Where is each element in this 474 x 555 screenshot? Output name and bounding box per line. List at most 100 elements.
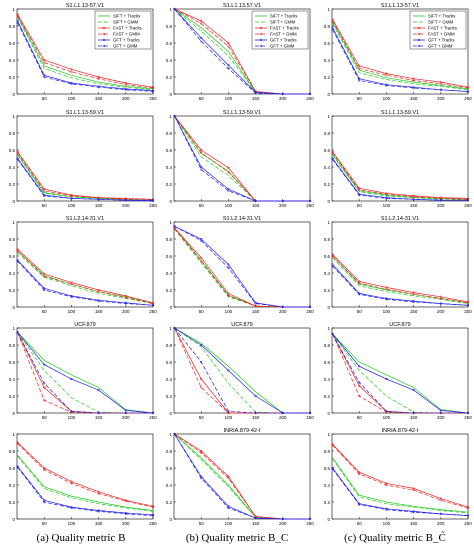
data-point xyxy=(200,386,203,389)
data-point xyxy=(308,517,312,521)
y-tick-label: 0.4 xyxy=(166,377,173,382)
x-tick-label: 150 xyxy=(95,96,103,101)
data-point xyxy=(151,199,155,203)
data-point xyxy=(466,301,470,304)
data-point xyxy=(385,298,388,301)
x-tick-label: 200 xyxy=(122,203,130,208)
y-tick-label: 1 xyxy=(169,432,172,437)
data-point xyxy=(439,88,442,91)
data-point xyxy=(439,297,442,300)
data-point xyxy=(385,411,388,414)
data-point xyxy=(331,28,334,31)
data-point xyxy=(97,299,100,303)
y-tick-label: 0.4 xyxy=(324,58,331,63)
y-tick-label: 0.6 xyxy=(9,466,16,471)
series-line-fast-tracks xyxy=(17,442,154,507)
data-point xyxy=(331,265,334,268)
data-point xyxy=(385,410,388,413)
y-tick-label: 0.6 xyxy=(9,148,16,153)
x-tick-label: 250 xyxy=(306,415,314,420)
series-line-gft-gmm xyxy=(332,265,469,306)
x-tick-label: 200 xyxy=(122,309,130,314)
x-tick-label: 250 xyxy=(464,309,472,314)
series-line-fast-tracks xyxy=(17,13,154,88)
x-tick-label: 50 xyxy=(357,415,363,420)
data-point xyxy=(200,239,203,242)
y-tick-label: 0.2 xyxy=(166,394,173,399)
series-line-gft-tracks xyxy=(17,332,154,414)
data-point xyxy=(70,68,73,71)
y-tick-label: 0 xyxy=(169,411,172,416)
y-tick-label: 0 xyxy=(12,305,15,310)
y-tick-label: 0.8 xyxy=(9,24,16,29)
data-point xyxy=(227,477,230,480)
legend-label: FAST + GMM xyxy=(270,32,297,37)
x-tick-label: 200 xyxy=(122,415,130,420)
data-point xyxy=(151,90,155,93)
data-point xyxy=(70,70,73,74)
x-tick-label: 150 xyxy=(95,415,103,420)
y-tick-label: 0.6 xyxy=(166,148,173,153)
data-point xyxy=(385,193,388,196)
x-tick-label: 250 xyxy=(149,415,157,420)
legend-label: SIFT + GMM xyxy=(270,20,296,25)
y-tick-label: 0.6 xyxy=(324,41,331,46)
y-tick-label: 0.2 xyxy=(9,75,16,80)
data-point xyxy=(227,63,230,67)
x-tick-label: 100 xyxy=(383,203,391,208)
data-point xyxy=(200,40,203,43)
data-point xyxy=(412,198,415,201)
data-point xyxy=(43,189,46,192)
x-tick-label: 200 xyxy=(279,415,287,420)
y-tick-label: 0 xyxy=(327,305,330,310)
series-line-sift-gmm xyxy=(17,17,154,91)
x-tick-label: 50 xyxy=(199,415,205,420)
data-point xyxy=(227,67,230,70)
data-point xyxy=(151,304,155,307)
y-tick-label: 0.4 xyxy=(324,483,331,488)
x-tick-label: 200 xyxy=(437,309,445,314)
data-point xyxy=(227,45,230,48)
data-point xyxy=(227,170,230,174)
x-tick-label: 100 xyxy=(383,309,391,314)
x-tick-label: 100 xyxy=(225,96,233,101)
y-tick-label: 0 xyxy=(169,92,172,97)
y-tick-label: 0 xyxy=(169,517,172,522)
data-point xyxy=(70,482,73,485)
x-tick-label: 150 xyxy=(252,415,260,420)
series-line-sift-gmm xyxy=(174,228,310,308)
y-tick-label: 0 xyxy=(12,411,15,416)
data-point xyxy=(358,381,361,384)
data-point xyxy=(16,259,19,263)
data-point xyxy=(412,86,415,90)
y-tick-label: 0.4 xyxy=(9,377,16,382)
y-tick-label: 1 xyxy=(327,326,330,331)
y-tick-label: 0.6 xyxy=(166,41,173,46)
x-tick-label: 150 xyxy=(410,203,418,208)
data-point xyxy=(281,199,284,203)
data-point xyxy=(43,61,46,64)
y-tick-label: 0.4 xyxy=(166,271,173,276)
x-tick-label: 250 xyxy=(464,203,472,208)
series-line-sift-gmm xyxy=(17,154,154,201)
data-point xyxy=(281,411,284,415)
legend-marker xyxy=(102,26,106,30)
x-tick-label: 50 xyxy=(357,203,363,208)
x-tick-label: 100 xyxy=(68,415,76,420)
data-point xyxy=(43,75,46,79)
x-tick-label: 50 xyxy=(357,521,363,526)
y-tick-label: 1 xyxy=(327,432,330,437)
series-line-sift-gmm xyxy=(174,433,310,520)
data-point xyxy=(227,189,230,192)
legend-marker xyxy=(417,32,421,36)
y-tick-label: 0 xyxy=(12,517,15,522)
x-tick-label: 50 xyxy=(42,203,48,208)
data-point xyxy=(412,194,415,198)
series-line-fast-tracks xyxy=(174,433,310,520)
data-point xyxy=(97,411,100,415)
